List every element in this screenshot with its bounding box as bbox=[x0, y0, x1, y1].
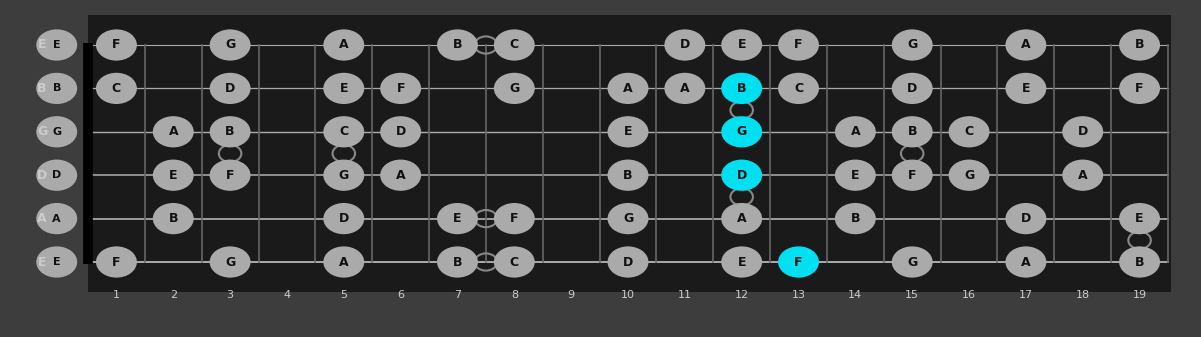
Text: D: D bbox=[395, 125, 406, 138]
Text: G: G bbox=[964, 169, 974, 182]
Ellipse shape bbox=[1062, 160, 1104, 191]
Text: E: E bbox=[53, 257, 60, 267]
Ellipse shape bbox=[778, 73, 819, 104]
Text: F: F bbox=[510, 212, 519, 225]
Ellipse shape bbox=[722, 203, 763, 234]
Text: 4: 4 bbox=[283, 290, 291, 300]
Text: 2: 2 bbox=[169, 290, 177, 300]
Ellipse shape bbox=[153, 203, 193, 234]
Text: D: D bbox=[907, 82, 918, 95]
Text: F: F bbox=[112, 38, 120, 52]
Text: 13: 13 bbox=[791, 290, 806, 300]
Ellipse shape bbox=[210, 29, 251, 61]
Text: A: A bbox=[1021, 38, 1030, 52]
Text: 5: 5 bbox=[340, 290, 347, 300]
Text: A: A bbox=[53, 214, 61, 224]
Ellipse shape bbox=[608, 160, 649, 191]
Ellipse shape bbox=[664, 73, 705, 104]
Text: F: F bbox=[1135, 82, 1143, 95]
Ellipse shape bbox=[608, 246, 649, 278]
Ellipse shape bbox=[437, 203, 478, 234]
Text: C: C bbox=[509, 38, 519, 52]
Ellipse shape bbox=[1119, 73, 1160, 104]
Text: G: G bbox=[37, 125, 47, 138]
Ellipse shape bbox=[664, 29, 705, 61]
Text: E: E bbox=[737, 255, 746, 269]
Ellipse shape bbox=[835, 116, 876, 147]
Ellipse shape bbox=[323, 246, 364, 278]
Ellipse shape bbox=[323, 203, 364, 234]
Text: E: E bbox=[1022, 82, 1030, 95]
Text: A: A bbox=[37, 212, 47, 225]
Ellipse shape bbox=[323, 116, 364, 147]
Ellipse shape bbox=[323, 73, 364, 104]
Text: B: B bbox=[453, 255, 462, 269]
Text: G: G bbox=[907, 255, 918, 269]
Text: C: C bbox=[964, 125, 974, 138]
Text: 8: 8 bbox=[510, 290, 518, 300]
Ellipse shape bbox=[36, 203, 77, 234]
Ellipse shape bbox=[722, 116, 763, 147]
Text: A: A bbox=[1021, 255, 1030, 269]
Ellipse shape bbox=[381, 73, 422, 104]
Ellipse shape bbox=[835, 160, 876, 191]
Ellipse shape bbox=[494, 73, 534, 104]
Ellipse shape bbox=[381, 116, 422, 147]
Ellipse shape bbox=[210, 116, 251, 147]
Text: 17: 17 bbox=[1018, 290, 1033, 300]
Ellipse shape bbox=[892, 246, 933, 278]
Text: B: B bbox=[226, 125, 235, 138]
Ellipse shape bbox=[153, 160, 193, 191]
Text: B: B bbox=[1135, 255, 1145, 269]
Text: E: E bbox=[623, 125, 632, 138]
Ellipse shape bbox=[36, 160, 77, 191]
Text: G: G bbox=[225, 255, 235, 269]
Ellipse shape bbox=[1119, 203, 1160, 234]
Text: D: D bbox=[52, 170, 61, 180]
Text: C: C bbox=[509, 255, 519, 269]
Ellipse shape bbox=[323, 29, 364, 61]
Ellipse shape bbox=[778, 246, 819, 278]
Ellipse shape bbox=[36, 246, 77, 278]
Text: E: E bbox=[737, 38, 746, 52]
Text: B: B bbox=[850, 212, 860, 225]
Text: C: C bbox=[339, 125, 348, 138]
Ellipse shape bbox=[1062, 116, 1104, 147]
Ellipse shape bbox=[210, 73, 251, 104]
Text: E: E bbox=[1135, 212, 1143, 225]
Text: 18: 18 bbox=[1076, 290, 1089, 300]
Text: E: E bbox=[37, 255, 47, 269]
Ellipse shape bbox=[949, 116, 990, 147]
Ellipse shape bbox=[722, 73, 763, 104]
Ellipse shape bbox=[437, 29, 478, 61]
Ellipse shape bbox=[494, 29, 534, 61]
Ellipse shape bbox=[323, 160, 364, 191]
Ellipse shape bbox=[381, 160, 422, 191]
Text: D: D bbox=[339, 212, 349, 225]
Ellipse shape bbox=[892, 116, 933, 147]
Ellipse shape bbox=[494, 246, 534, 278]
Ellipse shape bbox=[153, 116, 193, 147]
Text: D: D bbox=[736, 169, 747, 182]
Text: 15: 15 bbox=[906, 290, 919, 300]
Ellipse shape bbox=[1119, 246, 1160, 278]
Text: 9: 9 bbox=[568, 290, 575, 300]
Text: 3: 3 bbox=[227, 290, 234, 300]
Text: F: F bbox=[908, 169, 916, 182]
Text: D: D bbox=[623, 255, 633, 269]
Text: F: F bbox=[794, 255, 802, 269]
Text: B: B bbox=[37, 82, 47, 95]
Text: A: A bbox=[339, 255, 348, 269]
Text: 12: 12 bbox=[735, 290, 748, 300]
Text: A: A bbox=[168, 125, 178, 138]
Text: D: D bbox=[37, 169, 47, 182]
Text: E: E bbox=[340, 82, 348, 95]
Text: 6: 6 bbox=[398, 290, 404, 300]
Text: G: G bbox=[225, 38, 235, 52]
Text: D: D bbox=[1021, 212, 1030, 225]
Ellipse shape bbox=[96, 29, 137, 61]
Ellipse shape bbox=[835, 203, 876, 234]
Text: B: B bbox=[908, 125, 916, 138]
Ellipse shape bbox=[892, 73, 933, 104]
